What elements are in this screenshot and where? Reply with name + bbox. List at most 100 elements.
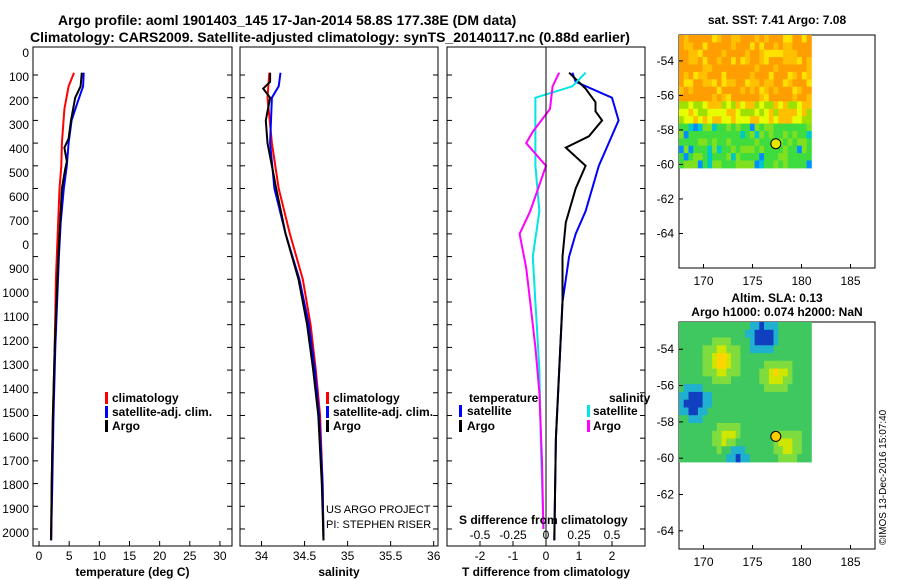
map-cell (806, 108, 812, 117)
map-cell (782, 384, 789, 393)
map-cell (679, 94, 685, 102)
map-cell (764, 86, 770, 95)
map-cell (801, 131, 807, 139)
map-cell (683, 145, 689, 154)
map-cell (735, 71, 741, 80)
map-cell (778, 415, 784, 424)
map-cell (768, 101, 774, 110)
map-cell (702, 35, 708, 43)
map-cell (712, 399, 718, 408)
map-cell (707, 116, 713, 125)
map-cell (688, 438, 694, 447)
map-cell (688, 368, 694, 377)
map-cell (712, 79, 718, 88)
map-cell (797, 454, 803, 463)
map-cell (759, 131, 765, 139)
series-line-salinity-0 (266, 72, 325, 541)
map-cell (801, 108, 807, 117)
map-cell (797, 376, 803, 385)
map-cell (721, 329, 727, 339)
map-x-tick-label: 180 (791, 555, 811, 569)
y-tick-label: 0 (22, 238, 29, 252)
map-x-tick-label: 185 (840, 274, 860, 288)
map-cell (679, 322, 685, 331)
map-cell (773, 322, 779, 331)
map-cell (782, 138, 789, 147)
map-cell (797, 368, 803, 377)
map-cell (764, 42, 770, 51)
map-cell (740, 454, 746, 463)
map-cell (697, 384, 704, 393)
map-cell (693, 430, 699, 440)
map-cell (778, 153, 784, 161)
map-cell (716, 42, 722, 51)
map-cell (693, 391, 699, 401)
map-cell (731, 384, 737, 393)
map-cell (759, 64, 765, 73)
map-cell (693, 101, 699, 110)
map-cell (693, 407, 699, 416)
map-cell (806, 145, 812, 154)
map-cell (745, 353, 751, 362)
map-cell (797, 153, 803, 161)
map-cell (782, 345, 789, 354)
map-cell (759, 49, 765, 58)
map-cell (768, 64, 774, 73)
map-cell (716, 94, 722, 102)
s-tick-label: 0 (543, 528, 550, 542)
map-cell (768, 153, 774, 161)
map-cell (679, 430, 685, 440)
map-cell (745, 160, 751, 169)
map-cell (702, 145, 708, 154)
map-cell (797, 329, 803, 339)
map-cell (764, 454, 770, 463)
map-cell (697, 423, 704, 432)
map-cell (778, 101, 784, 110)
map-cell (688, 430, 694, 440)
map-cell (693, 337, 699, 346)
legend-temperature-title: temperature (469, 391, 539, 405)
map-cell (712, 368, 718, 377)
map-cell (764, 376, 770, 385)
map-cell (702, 138, 708, 147)
map-cell (773, 57, 779, 65)
map-cell (782, 35, 789, 43)
map-cell (768, 345, 774, 354)
map-cell (679, 384, 685, 393)
map-cell (801, 329, 807, 339)
map-cell (792, 145, 798, 154)
map-cell (702, 368, 708, 377)
map-cell (735, 423, 741, 432)
map-cell (721, 94, 727, 102)
map-cell (773, 145, 779, 154)
map-cell (697, 94, 704, 102)
map-cell (745, 153, 751, 161)
map-cell (693, 86, 699, 95)
map-cell (688, 71, 694, 80)
map-cell (731, 415, 737, 424)
legend-salinity-title: salinity (609, 391, 651, 405)
map-cell (697, 345, 704, 354)
map-cell (679, 86, 685, 95)
map-cell (787, 399, 793, 408)
map-cell (679, 108, 685, 117)
map-cell (792, 376, 798, 385)
series-line-temperature-0 (50, 72, 75, 541)
map-cell (806, 57, 812, 65)
map-cell (679, 64, 685, 73)
map-cell (721, 35, 727, 43)
map-cell (721, 423, 727, 432)
map-cell (697, 108, 704, 117)
map-cell (740, 131, 746, 139)
map-cell (768, 94, 774, 102)
map-cell (735, 49, 741, 58)
map-cell (749, 376, 756, 385)
map-cell (768, 49, 774, 58)
map-cell (731, 145, 737, 154)
map-cell (707, 322, 713, 331)
map-cell (764, 123, 770, 132)
x2-axis-label: S difference from climatology (459, 513, 628, 527)
map-cell (707, 108, 713, 117)
map-cell (721, 145, 727, 154)
map-cell (712, 108, 718, 117)
